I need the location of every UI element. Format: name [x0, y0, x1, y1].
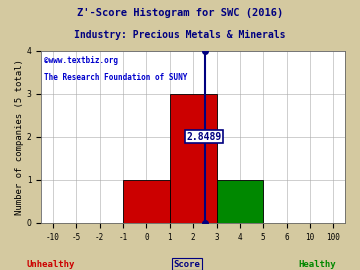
- Bar: [170, 94, 217, 223]
- Y-axis label: Number of companies (5 total): Number of companies (5 total): [15, 59, 24, 215]
- Text: Unhealthy: Unhealthy: [26, 260, 75, 269]
- Text: ©www.textbiz.org: ©www.textbiz.org: [44, 56, 118, 65]
- Text: Z'-Score Histogram for SWC (2016): Z'-Score Histogram for SWC (2016): [77, 8, 283, 18]
- Bar: [123, 180, 170, 223]
- Bar: [217, 180, 263, 223]
- Text: The Research Foundation of SUNY: The Research Foundation of SUNY: [44, 73, 188, 82]
- Text: Industry: Precious Metals & Minerals: Industry: Precious Metals & Minerals: [74, 30, 286, 40]
- Text: 2.8489: 2.8489: [186, 132, 221, 142]
- Text: Healthy: Healthy: [298, 260, 336, 269]
- Text: Score: Score: [174, 260, 201, 269]
